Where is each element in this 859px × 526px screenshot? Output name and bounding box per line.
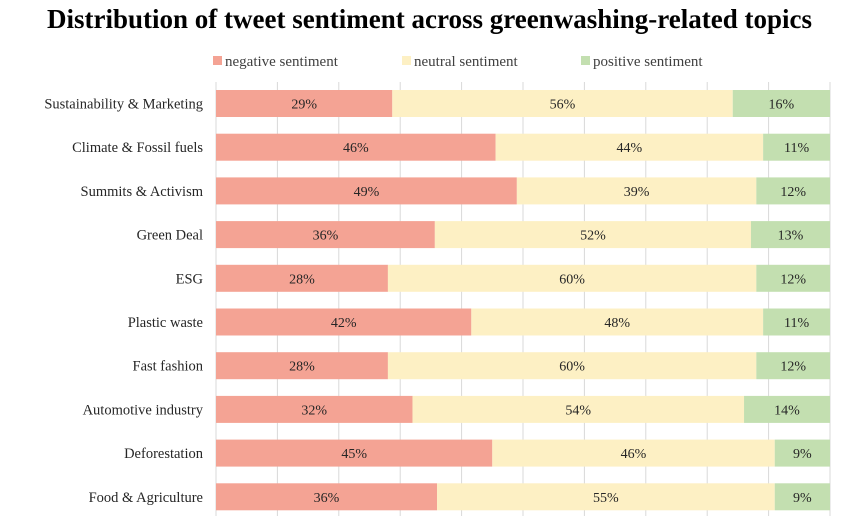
data-label: 46% (621, 447, 647, 462)
category-label: Automotive industry (83, 402, 204, 418)
category-label: Fast fashion (133, 359, 204, 375)
bar-segment (387, 264, 757, 292)
data-label: 11% (784, 316, 809, 331)
category-label: ESG (176, 271, 204, 287)
data-label: 36% (313, 229, 339, 244)
bar-segment (216, 221, 435, 249)
chart-title: Distribution of tweet sentiment across g… (47, 4, 812, 34)
legend-label: positive sentiment (593, 54, 703, 70)
bar-segment (492, 439, 775, 467)
data-label: 12% (780, 272, 806, 287)
data-label: 42% (331, 316, 357, 331)
data-label: 29% (291, 98, 317, 113)
data-label: 16% (769, 98, 795, 113)
bars (216, 90, 830, 511)
data-label: 60% (559, 360, 585, 375)
bar-segment (763, 308, 830, 336)
legend-label: neutral sentiment (414, 54, 519, 70)
data-label: 14% (774, 403, 800, 418)
legend-swatch (402, 56, 411, 65)
data-label: 49% (354, 185, 380, 200)
category-label: Food & Agriculture (89, 490, 203, 506)
data-label: 9% (793, 447, 812, 462)
legend-swatch (213, 56, 222, 65)
bar-segment (216, 395, 413, 423)
bar-segment (471, 308, 764, 336)
bar-segment (434, 221, 751, 249)
bar-segment (216, 483, 438, 511)
bar-segment (774, 439, 830, 467)
bar-segment (216, 177, 517, 205)
bar-segment (756, 264, 830, 292)
bar-segment (516, 177, 757, 205)
data-label: 52% (580, 229, 606, 244)
data-label: 55% (593, 491, 619, 506)
bar-segment (216, 439, 493, 467)
category-label: Climate & Fossil fuels (72, 140, 203, 156)
bar-segment (495, 133, 764, 161)
category-label: Plastic waste (128, 315, 203, 331)
data-label: 60% (559, 272, 585, 287)
bar-segment (437, 483, 775, 511)
category-label: Summits & Activism (81, 184, 204, 200)
bar-segment (763, 133, 830, 161)
data-label: 45% (341, 447, 367, 462)
bar-segment (216, 352, 388, 380)
data-label: 36% (314, 491, 340, 506)
bar-segment (774, 483, 830, 511)
bar-segment (756, 177, 830, 205)
category-label: Deforestation (124, 446, 204, 462)
data-label: 11% (784, 141, 809, 156)
category-labels: Sustainability & Marketing Climate & Foss… (44, 97, 203, 506)
data-label: 13% (778, 229, 804, 244)
data-label: 54% (565, 403, 591, 418)
category-label: Green Deal (137, 228, 203, 244)
data-label: 46% (343, 141, 369, 156)
bar-segment (744, 395, 830, 423)
data-label: 12% (780, 185, 806, 200)
bar-segment (412, 395, 745, 423)
legend-label: negative sentiment (225, 54, 339, 70)
category-label: Sustainability & Marketing (44, 97, 203, 113)
data-label: 39% (624, 185, 650, 200)
data-label: 28% (289, 360, 315, 375)
legend: negative sentiment neutral sentiment posit… (213, 54, 703, 70)
data-label: 56% (550, 98, 576, 113)
bar-segment (750, 221, 830, 249)
data-label: 32% (301, 403, 327, 418)
value-labels: 29% 56% 16% 46% 44% 11% 49% 39% 12% 36% 52% 13% 28% 6… (289, 98, 812, 506)
data-label: 44% (617, 141, 643, 156)
bar-segment (392, 90, 733, 117)
bar-segment (732, 90, 830, 117)
data-label: 9% (793, 491, 812, 506)
bar-segment (216, 90, 393, 117)
bar-segment (756, 352, 830, 380)
data-label: 28% (289, 272, 315, 287)
bar-segment (216, 133, 496, 161)
bar-segment (216, 308, 472, 336)
bar-segment (387, 352, 757, 380)
bar-segment (216, 264, 388, 292)
legend-swatch (581, 56, 590, 65)
data-label: 48% (604, 316, 630, 331)
data-label: 12% (780, 360, 806, 375)
